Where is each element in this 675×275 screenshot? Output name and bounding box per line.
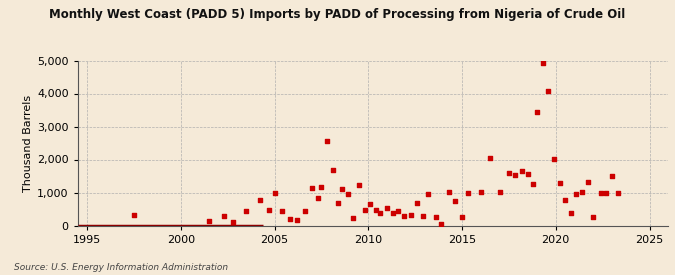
Point bbox=[316, 185, 327, 189]
Point bbox=[241, 209, 252, 213]
Point bbox=[485, 155, 495, 160]
Point bbox=[443, 190, 454, 194]
Point bbox=[537, 61, 548, 65]
Point bbox=[571, 192, 582, 197]
Point bbox=[612, 191, 623, 196]
Point bbox=[475, 190, 486, 194]
Point bbox=[299, 209, 310, 213]
Point bbox=[277, 208, 288, 213]
Point bbox=[371, 207, 381, 212]
Point bbox=[504, 171, 514, 175]
Y-axis label: Thousand Barrels: Thousand Barrels bbox=[23, 94, 33, 192]
Point bbox=[348, 216, 358, 221]
Point bbox=[128, 213, 139, 217]
Point bbox=[583, 180, 593, 185]
Point bbox=[269, 190, 280, 195]
Point bbox=[543, 89, 554, 94]
Point bbox=[228, 220, 239, 224]
Point bbox=[398, 214, 409, 218]
Point bbox=[554, 181, 565, 185]
Point bbox=[374, 210, 385, 215]
Point bbox=[337, 187, 348, 191]
Point bbox=[436, 222, 447, 226]
Point bbox=[588, 215, 599, 219]
Point bbox=[449, 199, 460, 203]
Point bbox=[456, 215, 467, 219]
Point bbox=[333, 201, 344, 205]
Point bbox=[528, 182, 539, 186]
Point bbox=[607, 174, 618, 178]
Point bbox=[522, 172, 533, 176]
Point bbox=[342, 192, 353, 196]
Point bbox=[393, 209, 404, 213]
Point bbox=[516, 169, 527, 173]
Point bbox=[387, 210, 398, 215]
Point bbox=[284, 216, 295, 221]
Point bbox=[532, 110, 543, 114]
Point bbox=[321, 139, 332, 143]
Point bbox=[219, 213, 230, 218]
Point bbox=[509, 172, 520, 177]
Point bbox=[359, 208, 370, 213]
Point bbox=[292, 218, 302, 222]
Text: Source: U.S. Energy Information Administration: Source: U.S. Energy Information Administ… bbox=[14, 263, 227, 272]
Point bbox=[423, 192, 433, 197]
Point bbox=[417, 213, 428, 218]
Point bbox=[431, 214, 441, 219]
Point bbox=[364, 202, 375, 207]
Point bbox=[327, 168, 338, 173]
Point bbox=[354, 182, 364, 187]
Point bbox=[263, 208, 274, 213]
Point bbox=[560, 198, 570, 203]
Point bbox=[549, 157, 560, 161]
Point bbox=[381, 205, 392, 210]
Point bbox=[595, 191, 606, 195]
Point bbox=[566, 211, 576, 216]
Point bbox=[462, 191, 473, 195]
Point bbox=[601, 191, 612, 195]
Point bbox=[494, 189, 505, 194]
Point bbox=[412, 201, 423, 206]
Point bbox=[576, 190, 587, 194]
Text: Monthly West Coast (PADD 5) Imports by PADD of Processing from Nigeria of Crude : Monthly West Coast (PADD 5) Imports by P… bbox=[49, 8, 626, 21]
Point bbox=[203, 219, 214, 223]
Point bbox=[406, 212, 416, 217]
Point bbox=[306, 186, 317, 190]
Point bbox=[254, 198, 265, 203]
Point bbox=[313, 196, 323, 200]
